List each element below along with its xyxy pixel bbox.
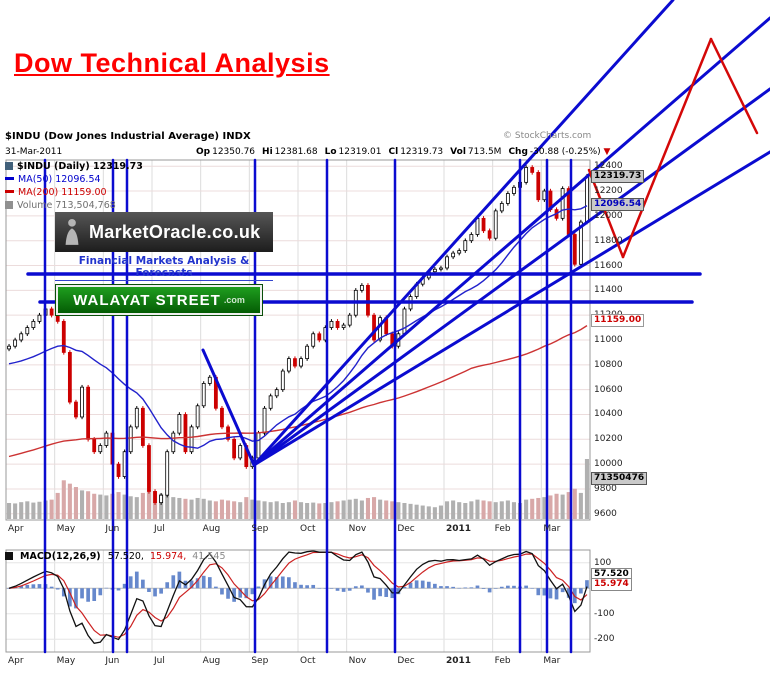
symbol-header: $INDU (Dow Jones Industrial Average) IND…: [5, 131, 251, 142]
quote-hi: Hi 12381.68: [262, 147, 318, 157]
change-down-arrow-icon: ▼: [600, 147, 611, 157]
macd-legend: MACD(12,26,9) 57.520, 15.974, 41.545: [5, 551, 226, 562]
x-axis-month-label: Dec: [397, 524, 415, 534]
branding-block: MarketOracle.co.uk Financial Markets Ana…: [55, 212, 273, 316]
x-axis-month-label: Jul: [154, 656, 165, 666]
macd-axis-label: -100: [594, 608, 615, 619]
macd-name: MACD(12,26,9): [20, 551, 101, 562]
price-axis-label: 11000: [594, 335, 623, 345]
x-axis-month-label: May: [56, 524, 76, 534]
price-axis-label: 12200: [594, 186, 623, 197]
walayat-street-banner: WALAYAT STREET .com: [55, 284, 263, 316]
price-callout: 11159.00: [591, 314, 645, 328]
marketoracle-logo: MarketOracle.co.uk: [55, 212, 273, 252]
price-axis-label: 10000: [594, 459, 623, 470]
price-callout: 12096.54: [591, 197, 645, 211]
oracle-figure-icon: [65, 218, 79, 245]
x-axis-month-label: Nov: [348, 524, 367, 534]
x-axis-month-label: Apr: [8, 656, 24, 666]
quote-op: Op 12350.76: [196, 147, 256, 157]
x-axis-month-label: Jun: [105, 524, 120, 534]
legend-item: MA(50) 12096.54: [5, 174, 101, 186]
x-axis-month-label: Sep: [251, 524, 269, 534]
x-axis-month-label: Oct: [300, 524, 316, 534]
x-axis-month-label: May: [56, 656, 76, 666]
x-axis-month-label: Aug: [202, 656, 221, 666]
legend-item-label: MA(200) 11159.00: [18, 187, 107, 198]
price-axis-label: 11400: [594, 285, 623, 296]
macd-hist-value: 41.545: [192, 551, 226, 562]
price-axis-label: 10600: [594, 384, 623, 395]
macd-signal-value: 15.974,: [149, 551, 187, 562]
price-axis-label: 9600: [594, 508, 617, 519]
legend-swatch-icon: [5, 177, 14, 180]
x-axis-month-label: Apr: [8, 524, 24, 534]
x-axis-month-label: Jul: [154, 524, 165, 534]
x-axis-month-label: Mar: [543, 656, 561, 666]
quote-vol: Vol 713.5M: [450, 147, 502, 157]
macd-swatch-icon: [5, 552, 13, 560]
legend-item-label: MA(50) 12096.54: [18, 174, 101, 185]
legend-item: $INDU (Daily) 12319.73: [5, 161, 143, 173]
macd-axis-label: 100: [594, 557, 612, 568]
legend-item: Volume 713,504,768: [5, 200, 116, 212]
page-title: Dow Technical Analysis: [14, 48, 330, 78]
macd-axis-label: -200: [594, 634, 615, 645]
banner-suffix: .com: [223, 295, 245, 305]
price-axis-label: 12000: [594, 210, 623, 221]
macd-line-value: 57.520,: [107, 551, 144, 562]
x-axis-month-label: Sep: [251, 656, 269, 666]
price-axis-label: 9800: [594, 483, 617, 494]
date-label: 31-Mar-2011: [5, 147, 63, 157]
legend-item-label: Volume 713,504,768: [17, 200, 116, 211]
x-axis-month-label: Feb: [494, 524, 511, 534]
marketoracle-logo-text: MarketOracle.co.uk: [89, 221, 261, 242]
x-axis-month-label: Oct: [300, 656, 316, 666]
x-axis-month-label: 2011: [446, 524, 472, 534]
x-axis-month-label: 2011: [446, 656, 472, 666]
copyright-label: © StockCharts.com: [503, 131, 592, 141]
price-axis-label: 11600: [594, 260, 623, 271]
x-axis-month-label: Aug: [202, 524, 221, 534]
price-axis-label: 10200: [594, 434, 623, 445]
quote-line: Op 12350.76 Hi 12381.68 Lo 12319.01 Cl 12319.73…: [196, 147, 617, 157]
price-callout: 12319.73: [591, 170, 645, 184]
price-axis-label: 10400: [594, 409, 623, 420]
price-callout: 71350476: [591, 472, 648, 485]
legend-item: MA(200) 11159.00: [5, 187, 107, 199]
banner-text: WALAYAT STREET: [73, 291, 221, 309]
legend-item-label: $INDU (Daily) 12319.73: [17, 161, 143, 172]
x-axis-month-label: Dec: [397, 656, 415, 666]
price-axis-label: 11800: [594, 235, 623, 246]
quote-cl: Cl 12319.73: [388, 147, 444, 157]
price-axis-label: 10800: [594, 359, 623, 370]
quote-chg: Chg -30.88 (-0.25%) ▼: [508, 147, 611, 157]
quote-lo: Lo 12319.01: [324, 147, 382, 157]
legend-swatch-icon: [5, 190, 14, 193]
legend-swatch-icon: [5, 162, 13, 170]
x-axis-month-label: Feb: [494, 656, 511, 666]
legend-swatch-icon: [5, 201, 13, 209]
macd-callout: 15.974: [591, 578, 632, 592]
x-axis-month-label: Nov: [348, 656, 367, 666]
x-axis-month-label: Mar: [543, 524, 561, 534]
brand-tagline: Financial Markets Analysis & Forecasts: [55, 255, 273, 281]
x-axis-month-label: Jun: [105, 656, 120, 666]
